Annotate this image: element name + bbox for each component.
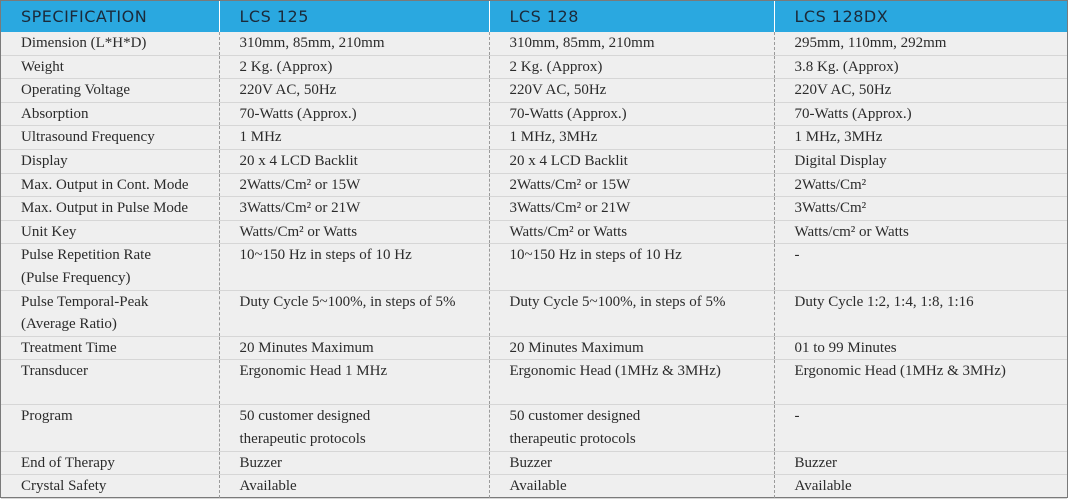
value-lcs-128dx: 3Watts/Cm² — [773, 196, 1067, 221]
value-lcs-128dx: Watts/cm² or Watts — [773, 220, 1067, 245]
spec-label: Absorption — [1, 102, 219, 127]
value-lcs-128dx: Buzzer — [773, 451, 1067, 476]
value-lcs-125: 2 Kg. (Approx) — [218, 55, 489, 80]
value-lcs-125: 20 x 4 LCD Backlit — [218, 149, 489, 174]
value-lcs-128: 50 customer designed therapeutic protoco… — [488, 404, 774, 452]
value-lcs-128dx: 3.8 Kg. (Approx) — [773, 55, 1067, 80]
value-lcs-128dx: 2Watts/Cm² — [773, 173, 1067, 198]
table-row: Transducer Ergonomic Head 1 MHz Ergonomic … — [1, 359, 1067, 406]
value-lcs-125: 2Watts/Cm² or 15W — [218, 173, 489, 198]
value-lcs-125: 10~150 Hz in steps of 10 Hz — [218, 243, 489, 291]
value-lcs-125: 310mm, 85mm, 210mm — [218, 32, 489, 56]
value-lcs-128dx: 70-Watts (Approx.) — [773, 102, 1067, 127]
value-lcs-128: 3Watts/Cm² or 21W — [488, 196, 774, 221]
value-lcs-128: 2Watts/Cm² or 15W — [488, 173, 774, 198]
table-row: End of Therapy Buzzer Buzzer Buzzer — [1, 451, 1067, 476]
spec-label: Display — [1, 149, 219, 174]
spec-label: End of Therapy — [1, 451, 219, 476]
table-row: Operating Voltage 220V AC, 50Hz 220V AC, 5… — [1, 78, 1067, 103]
value-lcs-128: 2 Kg. (Approx) — [488, 55, 774, 80]
spec-label: Pulse Temporal-Peak (Average Ratio) — [1, 290, 219, 337]
value-lcs-128dx: Ergonomic Head (1MHz & 3MHz) — [773, 359, 1067, 406]
table-row: Absorption 70-Watts (Approx.) 70-Watts (Ap… — [1, 102, 1067, 127]
spec-label: Program — [1, 404, 219, 452]
spec-label: Max. Output in Cont. Mode — [1, 173, 219, 198]
spec-label: Max. Output in Pulse Mode — [1, 196, 219, 221]
value-lcs-128: 10~150 Hz in steps of 10 Hz — [488, 243, 774, 291]
value-lcs-128: Buzzer — [488, 451, 774, 476]
table-row: Dimension (L*H*D) 310mm, 85mm, 210mm 310mm… — [1, 32, 1067, 56]
spec-label: Dimension (L*H*D) — [1, 32, 219, 56]
header-specification: SPECIFICATION — [1, 1, 219, 32]
value-lcs-128dx: Digital Display — [773, 149, 1067, 174]
spec-label: Operating Voltage — [1, 78, 219, 103]
value-lcs-125: 70-Watts (Approx.) — [218, 102, 489, 127]
value-lcs-125: Watts/Cm² or Watts — [218, 220, 489, 245]
value-lcs-125: 50 customer designed therapeutic protoco… — [218, 404, 489, 452]
value-lcs-125: 220V AC, 50Hz — [218, 78, 489, 103]
value-lcs-128: 20 x 4 LCD Backlit — [488, 149, 774, 174]
table-row: Max. Output in Pulse Mode 3Watts/Cm² or 2… — [1, 196, 1067, 221]
table-row: Program 50 customer designed therapeutic … — [1, 404, 1067, 452]
value-lcs-125: Buzzer — [218, 451, 489, 476]
spec-label: Transducer — [1, 359, 219, 406]
value-lcs-125: Duty Cycle 5~100%, in steps of 5% — [218, 290, 489, 337]
value-lcs-125: Available — [218, 474, 489, 499]
value-lcs-128: Duty Cycle 5~100%, in steps of 5% — [488, 290, 774, 337]
value-lcs-128dx: 220V AC, 50Hz — [773, 78, 1067, 103]
value-lcs-128: 70-Watts (Approx.) — [488, 102, 774, 127]
table-row: Pulse Repetition Rate (Pulse Frequency) 1… — [1, 243, 1067, 291]
value-lcs-128dx: - — [773, 404, 1067, 452]
value-lcs-125: Ergonomic Head 1 MHz — [218, 359, 489, 406]
table-row: Crystal Safety Available Available Availabl… — [1, 474, 1067, 499]
table-row: Max. Output in Cont. Mode 2Watts/Cm² or 1… — [1, 173, 1067, 198]
value-lcs-125: 20 Minutes Maximum — [218, 336, 489, 361]
spec-label: Crystal Safety — [1, 474, 219, 499]
table-row: Display 20 x 4 LCD Backlit 20 x 4 LCD Back… — [1, 149, 1067, 174]
table-row: Treatment Time 20 Minutes Maximum 20 Minut… — [1, 336, 1067, 361]
value-lcs-128: 310mm, 85mm, 210mm — [488, 32, 774, 56]
value-lcs-125: 1 MHz — [218, 125, 489, 150]
spec-label: Weight — [1, 55, 219, 80]
header-lcs-125: LCS 125 — [218, 1, 489, 32]
value-lcs-125: 3Watts/Cm² or 21W — [218, 196, 489, 221]
value-lcs-128dx: Duty Cycle 1:2, 1:4, 1:8, 1:16 — [773, 290, 1067, 337]
value-lcs-128dx: 1 MHz, 3MHz — [773, 125, 1067, 150]
value-lcs-128: 220V AC, 50Hz — [488, 78, 774, 103]
value-lcs-128dx: 295mm, 110mm, 292mm — [773, 32, 1067, 56]
table-row: Weight 2 Kg. (Approx) 2 Kg. (Approx) 3.8 Kg… — [1, 55, 1067, 80]
spec-label: Treatment Time — [1, 336, 219, 361]
spec-label: Pulse Repetition Rate (Pulse Frequency) — [1, 243, 219, 291]
table-row: Ultrasound Frequency 1 MHz 1 MHz, 3MHz 1 MH… — [1, 125, 1067, 150]
value-lcs-128dx: 01 to 99 Minutes — [773, 336, 1067, 361]
spec-label: Ultrasound Frequency — [1, 125, 219, 150]
value-lcs-128: Ergonomic Head (1MHz & 3MHz) — [488, 359, 774, 406]
value-lcs-128: 20 Minutes Maximum — [488, 336, 774, 361]
value-lcs-128: 1 MHz, 3MHz — [488, 125, 774, 150]
spec-label: Unit Key — [1, 220, 219, 245]
value-lcs-128: Watts/Cm² or Watts — [488, 220, 774, 245]
table-row: Pulse Temporal-Peak (Average Ratio) Duty … — [1, 290, 1067, 337]
table-row: Unit Key Watts/Cm² or Watts Watts/Cm² or W… — [1, 220, 1067, 245]
value-lcs-128dx: - — [773, 243, 1067, 291]
header-row: SPECIFICATION LCS 125 LCS 128 LCS 128DX — [1, 1, 1067, 32]
header-lcs-128dx: LCS 128DX — [773, 1, 1067, 32]
value-lcs-128: Available — [488, 474, 774, 499]
header-lcs-128: LCS 128 — [488, 1, 774, 32]
value-lcs-128dx: Available — [773, 474, 1067, 499]
